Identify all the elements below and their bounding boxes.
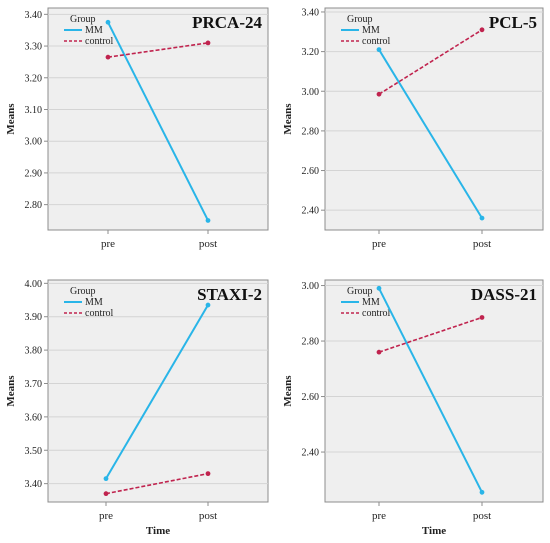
y-tick-label: 3.20 [302, 47, 320, 58]
legend-label-control: control [362, 36, 391, 47]
series-line-control [378, 316, 483, 353]
series-line-control [105, 472, 209, 495]
series-line-mm [105, 304, 209, 480]
legend-title: Group [70, 14, 96, 25]
data-point-control [376, 349, 382, 355]
y-tick-label: 3.10 [25, 105, 43, 116]
y-axis-label: Means [282, 103, 294, 135]
chart-title: STAXI-2 [197, 285, 262, 304]
x-tick-label: post [199, 510, 217, 522]
chart-panel: 2.40 2.60 2.80 3.00 3.20 3.40 pre post Means PCL-… [282, 7, 544, 250]
chart-title: PCL-5 [489, 13, 537, 32]
legend-label-control: control [85, 308, 114, 319]
x-tick-label: pre [101, 238, 115, 250]
y-tick-label: 2.60 [302, 392, 320, 403]
data-point-mm [479, 489, 485, 495]
y-tick-label: 3.00 [302, 281, 320, 292]
y-tick-label: 3.90 [25, 312, 43, 323]
y-tick-label: 2.80 [302, 337, 320, 348]
y-tick-label: 2.60 [302, 166, 320, 177]
legend-title: Group [347, 286, 373, 297]
data-point-mm [103, 476, 109, 482]
data-point-control [103, 491, 109, 497]
legend-title: Group [347, 14, 373, 25]
legend-label-mm: MM [362, 297, 380, 308]
x-tick-label: post [473, 238, 491, 250]
y-tick-label: 3.00 [302, 87, 320, 98]
data-point-control [376, 91, 382, 97]
series-line-control [107, 42, 209, 58]
series-line-mm [378, 287, 483, 493]
y-tick-label: 3.40 [25, 479, 43, 490]
chart-panel: 2.80 2.90 3.00 3.10 3.20 3.30 3.40 pre post Means… [5, 7, 269, 250]
data-point-control [205, 40, 211, 46]
y-tick-label: 2.90 [25, 168, 43, 179]
y-tick-label: 3.70 [25, 379, 43, 390]
y-tick-label: 3.40 [302, 7, 320, 18]
series-line-mm [378, 49, 483, 219]
data-point-mm [376, 47, 382, 53]
legend-label-control: control [85, 36, 114, 47]
y-tick-label: 3.40 [25, 10, 43, 21]
x-tick-label: post [473, 510, 491, 522]
x-axis-label: Time [422, 525, 446, 537]
y-tick-label: 3.00 [25, 137, 43, 148]
series-line-control [378, 29, 483, 95]
data-point-control [479, 315, 485, 320]
data-point-control [479, 27, 485, 33]
y-tick-label: 2.40 [302, 448, 320, 459]
y-tick-label: 2.40 [302, 206, 320, 217]
data-point-control [105, 54, 111, 60]
y-tick-label: 3.50 [25, 446, 43, 457]
y-axis-label: Means [5, 375, 17, 407]
y-tick-label: 2.80 [25, 200, 43, 211]
series-line-mm [107, 21, 209, 221]
data-point-mm [105, 19, 111, 25]
chart-panel: 2.40 2.60 2.80 3.00 pre post Means Time DASS-21 G… [282, 279, 544, 537]
x-tick-label: pre [372, 510, 386, 522]
legend-label-mm: MM [362, 25, 380, 36]
data-point-control [205, 471, 211, 477]
x-tick-label: pre [99, 510, 113, 522]
plot-area [47, 7, 269, 231]
data-point-mm [205, 302, 211, 308]
y-tick-label: 3.20 [25, 73, 43, 84]
y-tick-label: 3.30 [25, 42, 43, 53]
x-axis-label: Time [146, 525, 170, 537]
chart-title: PRCA-24 [192, 13, 262, 32]
data-point-mm [479, 215, 485, 221]
data-point-mm [205, 218, 211, 223]
y-tick-label: 2.80 [302, 126, 320, 137]
chart-panel: 3.40 3.50 3.60 3.70 3.80 3.90 4.00 pre post Means… [5, 279, 269, 537]
y-tick-label: 4.00 [25, 279, 43, 290]
plot-area [324, 7, 544, 231]
legend-label-mm: MM [85, 25, 103, 36]
legend-title: Group [70, 286, 96, 297]
legend-label-control: control [362, 308, 391, 319]
y-axis-label: Means [282, 375, 294, 407]
chart-title: DASS-21 [471, 285, 537, 304]
y-tick-label: 3.80 [25, 346, 43, 357]
x-tick-label: pre [372, 238, 386, 250]
y-tick-label: 3.60 [25, 412, 43, 423]
y-axis-label: Means [5, 103, 17, 135]
plot-area [324, 279, 544, 503]
legend-label-mm: MM [85, 297, 103, 308]
x-tick-label: post [199, 238, 217, 250]
data-point-mm [376, 285, 382, 291]
